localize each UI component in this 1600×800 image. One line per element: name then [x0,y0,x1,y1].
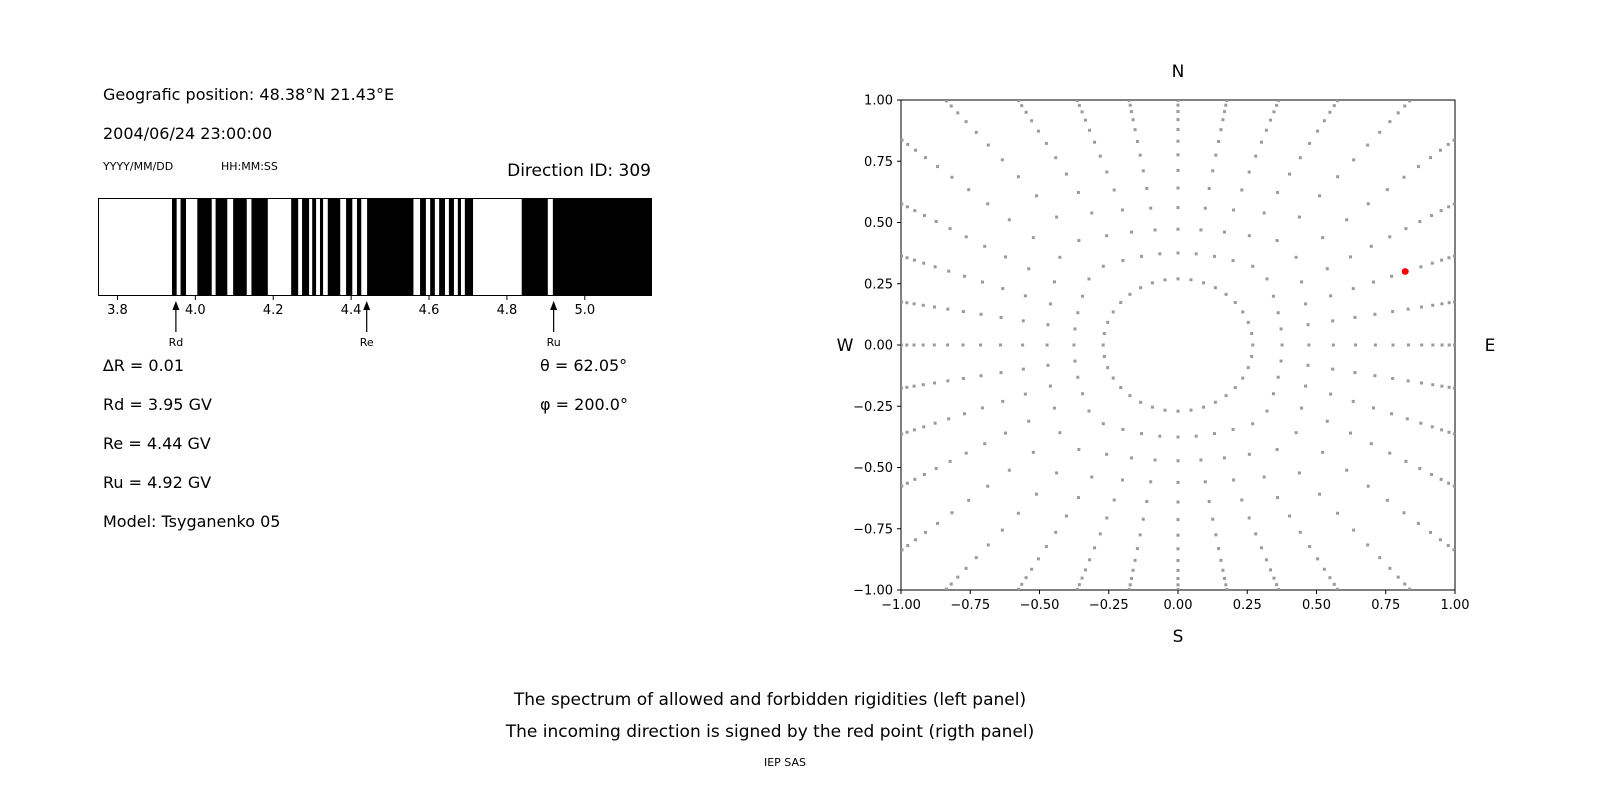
theta-value: θ = 62.05° [540,356,628,375]
svg-text:−0.75: −0.75 [853,522,893,537]
credit-label: IEP SAS [763,756,807,769]
svg-text:4.8: 4.8 [497,303,518,318]
svg-text:−0.25: −0.25 [853,400,893,415]
svg-text:4.2: 4.2 [263,303,284,318]
svg-text:4.4: 4.4 [341,303,362,318]
svg-text:−1.00: −1.00 [853,584,893,599]
re-value: Re = 4.44 GV [103,434,211,453]
rd-value: Rd = 3.95 GV [103,395,212,414]
svg-text:4.6: 4.6 [419,303,440,318]
datetime-label: 2004/06/24 23:00:00 [103,124,273,143]
caption-line-1: The spectrum of allowed and forbidden ri… [513,690,1027,710]
svg-text:W: W [837,336,854,356]
caption-line-2: The incoming direction is signed by the … [505,722,1035,742]
svg-text:S: S [1173,627,1184,647]
svg-text:Ru: Ru [547,336,561,349]
delta-r-value: ∆R = 0.01 [103,356,185,375]
svg-text:0.50: 0.50 [1302,598,1331,613]
svg-text:0.50: 0.50 [864,216,893,231]
svg-text:0.75: 0.75 [864,155,893,170]
svg-text:Rd: Rd [169,336,184,349]
time-format-label: HH:MM:SS [221,160,278,173]
svg-text:0.25: 0.25 [864,277,893,292]
svg-text:−0.75: −0.75 [950,598,990,613]
svg-text:0.25: 0.25 [1233,598,1262,613]
svg-text:−1.00: −1.00 [881,598,921,613]
incoming-direction-plot: −1.00−1.00 −0.75 −0.75 −0.50 −0.50 −0.25 −0.25… [837,62,1496,647]
svg-text:−0.50: −0.50 [1020,598,1060,613]
direction-id-label: Direction ID: 309 [507,161,651,181]
svg-text:E: E [1485,336,1496,356]
svg-text:Re: Re [360,336,374,349]
rigidity-spectrum-plot: 3.8 4.0 4.2 4.4 4.6 4.8 5.0 Rd Re Ru [98,198,652,349]
ru-value: Ru = 4.92 GV [103,473,212,492]
geographic-position-label: Geografic position: 48.38°N 21.43°E [103,85,395,104]
svg-text:0.00: 0.00 [864,339,893,354]
svg-text:3.8: 3.8 [107,303,128,318]
svg-text:−0.50: −0.50 [853,461,893,476]
svg-text:1.00: 1.00 [1441,598,1470,613]
svg-text:N: N [1172,62,1185,82]
svg-text:1.00: 1.00 [864,94,893,109]
phi-value: φ = 200.0° [540,395,628,414]
date-format-label: YYYY/MM/DD [103,160,174,173]
svg-text:−0.25: −0.25 [1089,598,1129,613]
svg-text:0.00: 0.00 [1164,598,1193,613]
svg-text:0.75: 0.75 [1371,598,1400,613]
model-label: Model: Tsyganenko 05 [103,512,281,531]
svg-text:4.0: 4.0 [185,303,206,318]
svg-text:5.0: 5.0 [574,303,595,318]
